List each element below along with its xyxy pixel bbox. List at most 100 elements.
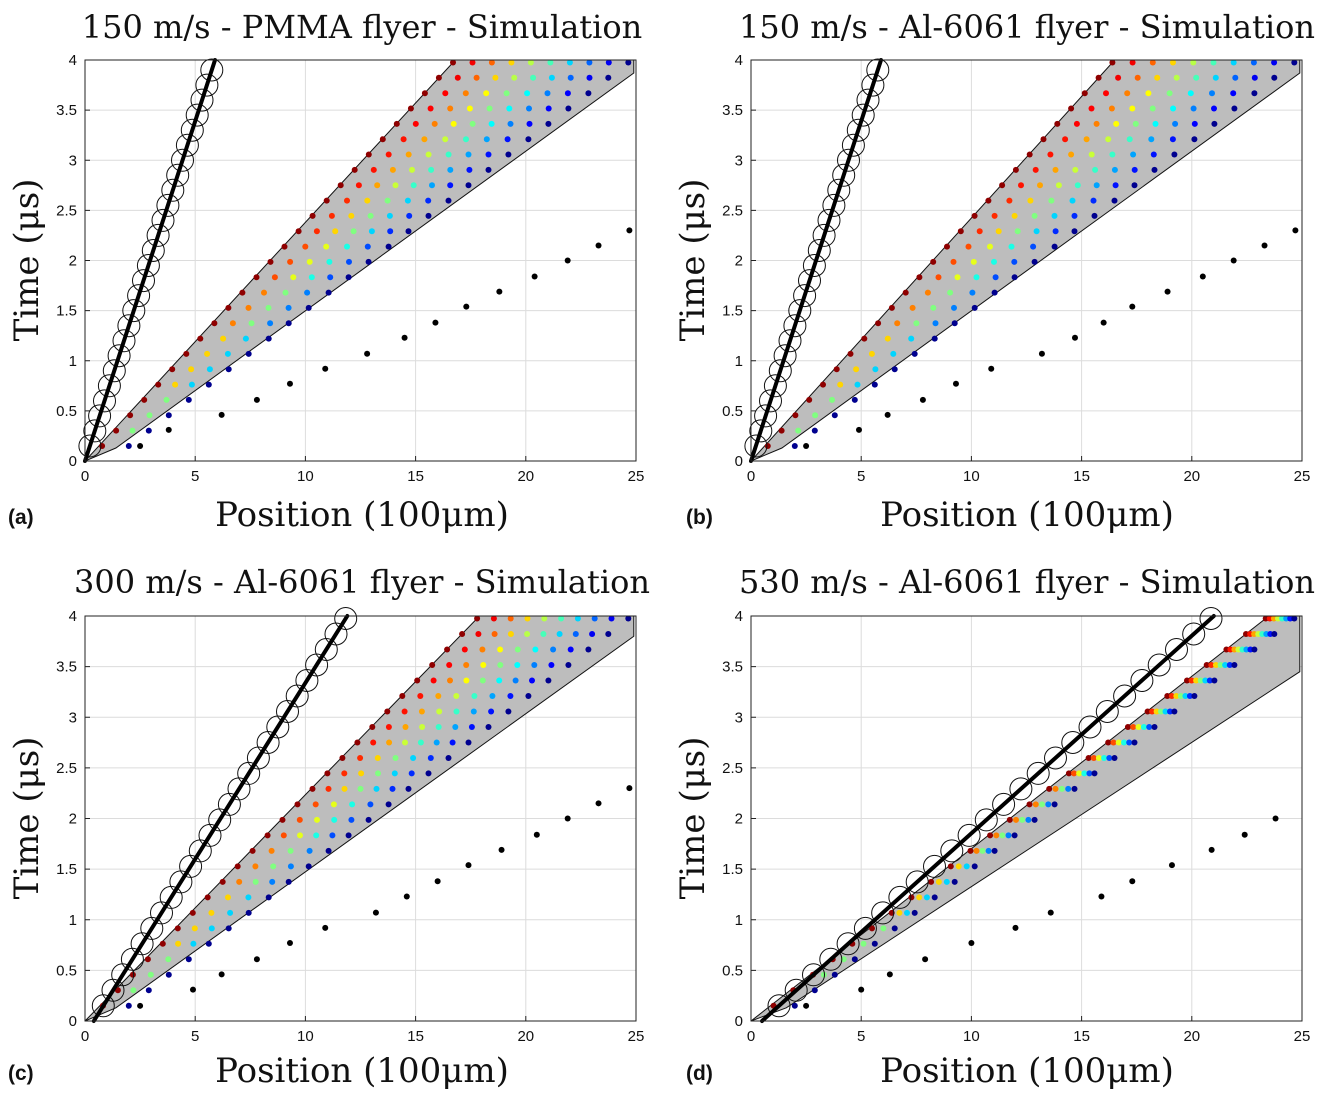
panel-d-wave-point	[1025, 816, 1032, 823]
panel-c-wave-point	[459, 631, 466, 637]
panel-a-flyer-circle	[175, 133, 199, 157]
panel-d-wave-point	[1217, 662, 1224, 668]
panel-b: 150 m/s - Al-6061 flyer - Simulation (b)…	[673, 8, 1315, 535]
panel-a-wave-point	[245, 350, 252, 357]
panel-c-wave-point	[236, 878, 243, 885]
panel-d-wave-point	[1222, 662, 1229, 668]
panel-c-wave-point	[208, 925, 215, 932]
panel-a-wave-point	[364, 197, 371, 204]
panel-a-wave-point	[287, 258, 294, 265]
panel-d-wave-point	[1202, 677, 1209, 684]
panel-a-wave-point	[567, 74, 574, 81]
panel-b-flyer-circle	[841, 133, 865, 157]
panel-d-plot-inner	[751, 616, 1301, 1021]
panel-c-wave-point	[297, 832, 303, 839]
panel-c-wave-point	[449, 739, 456, 746]
panel-b-wave-point	[1191, 120, 1198, 127]
panel-b-wave-point	[1037, 182, 1043, 189]
panel-b-wave-point	[902, 289, 909, 296]
panel-d-black-point	[1012, 924, 1019, 931]
panel-b-wave-point	[851, 396, 858, 403]
panel-b-wave-point	[1126, 136, 1133, 143]
panel-d-black-point	[1129, 878, 1136, 885]
panel-d-flyer-circle	[1182, 622, 1206, 646]
panel-c-black-point	[533, 831, 540, 838]
panel-c: 300 m/s - Al-6061 flyer - Simulation (c)…	[7, 563, 650, 1091]
panel-c-wave-point	[461, 646, 468, 653]
panel-b-wave-point	[1074, 182, 1081, 189]
panel-b-wave-point	[1112, 182, 1119, 189]
panel-d-wave-point	[880, 925, 887, 932]
panel-c-wave-point	[227, 909, 234, 916]
panel-b-wave-point	[1190, 60, 1197, 66]
panel-c-wave-point	[312, 801, 319, 808]
panel-b-wave-point	[991, 212, 998, 219]
panel-a-wave-point	[469, 120, 476, 127]
panel-c-wave-point	[480, 662, 487, 668]
panel-a-wave-point	[387, 228, 394, 235]
panel-a-plot-inner	[85, 60, 635, 461]
panel-d-ytick-label: 0.5	[722, 962, 743, 979]
panel-b-wave-point	[811, 427, 818, 434]
panel-b-wave-point	[1052, 228, 1059, 235]
panel-b-xlabel: Position (100μm)	[880, 495, 1174, 535]
panel-b-xtick-label: 20	[1183, 468, 1200, 485]
panel-c-ytick-label: 3.5	[56, 659, 77, 676]
panel-d-wave-point	[869, 925, 875, 932]
panel-a-wave-point	[304, 289, 311, 296]
panel-a-wave-point	[229, 320, 236, 327]
panel-c-wave-point	[287, 863, 294, 870]
panel-b-wave-point	[1093, 182, 1100, 189]
panel-d-wave-point	[991, 847, 998, 854]
panel-b-wave-point	[970, 258, 977, 265]
panel-a-wave-point	[346, 258, 352, 265]
panel-b-flyer-circle	[778, 329, 802, 353]
panel-c-wave-point	[285, 878, 292, 885]
panel-c-wave-point	[159, 940, 166, 947]
panel-b-plot-inner	[751, 60, 1301, 461]
panel-b-flyer-circle	[856, 88, 880, 112]
panel-b-wave-point	[944, 243, 950, 250]
panel-b-wave-point	[854, 381, 861, 388]
panel-d-wave-point	[891, 925, 898, 932]
panel-a-ytick-label: 2	[69, 253, 77, 270]
panel-d-flyer-line	[760, 614, 1216, 1023]
panel-d-wave-point	[1167, 708, 1173, 715]
panel-a-wave-point	[239, 289, 246, 296]
panel-a-wave-point	[400, 136, 407, 143]
panel-c-ytick-label: 1.5	[56, 861, 77, 878]
panel-c-wave-point	[385, 724, 392, 730]
panel-c-wave-point	[225, 894, 231, 901]
panel-b-flyer-circle	[827, 178, 851, 202]
panel-d-wave-point	[1005, 832, 1012, 839]
panel-a-wave-point	[351, 166, 358, 173]
panel-c-wave-point	[445, 755, 452, 761]
panel-a-wave-point	[465, 151, 472, 158]
panel-a-wave-point	[527, 60, 534, 66]
panel-c-xtick-label: 25	[628, 1028, 645, 1045]
panel-a-flyer-circle	[107, 344, 131, 368]
panel-c-black-point	[498, 846, 505, 853]
panel-c-wave-point	[190, 940, 197, 947]
panel-d-wave-point	[1197, 677, 1204, 684]
panel-a-wave-point	[345, 274, 352, 281]
panel-c-black-point	[137, 1002, 144, 1009]
panel-b-wave-point	[1071, 228, 1078, 235]
panel-b-wave-point	[1149, 60, 1156, 66]
panel-a-wave-point	[547, 60, 554, 66]
panel-d-wave-point	[1162, 708, 1169, 715]
panel-a-wave-point	[565, 105, 572, 112]
panel-b-wave-point	[954, 274, 961, 281]
panel-b-wave-point	[1083, 136, 1090, 143]
panel-d-wave-point	[1140, 724, 1147, 730]
panel-a-wave-point	[505, 151, 512, 158]
panel-d-wave-point	[851, 956, 858, 963]
panel-d-flyer-circle	[1078, 715, 1102, 739]
panel-b-wave-point	[806, 396, 813, 403]
panel-d-black-point	[968, 940, 975, 947]
panel-a-wave-point	[447, 166, 454, 173]
panel-d-wave-point	[896, 909, 903, 916]
panel-b-wave-point	[911, 350, 918, 357]
panel-d-wave-point	[1110, 739, 1117, 746]
panel-a-wave-point	[407, 105, 414, 112]
